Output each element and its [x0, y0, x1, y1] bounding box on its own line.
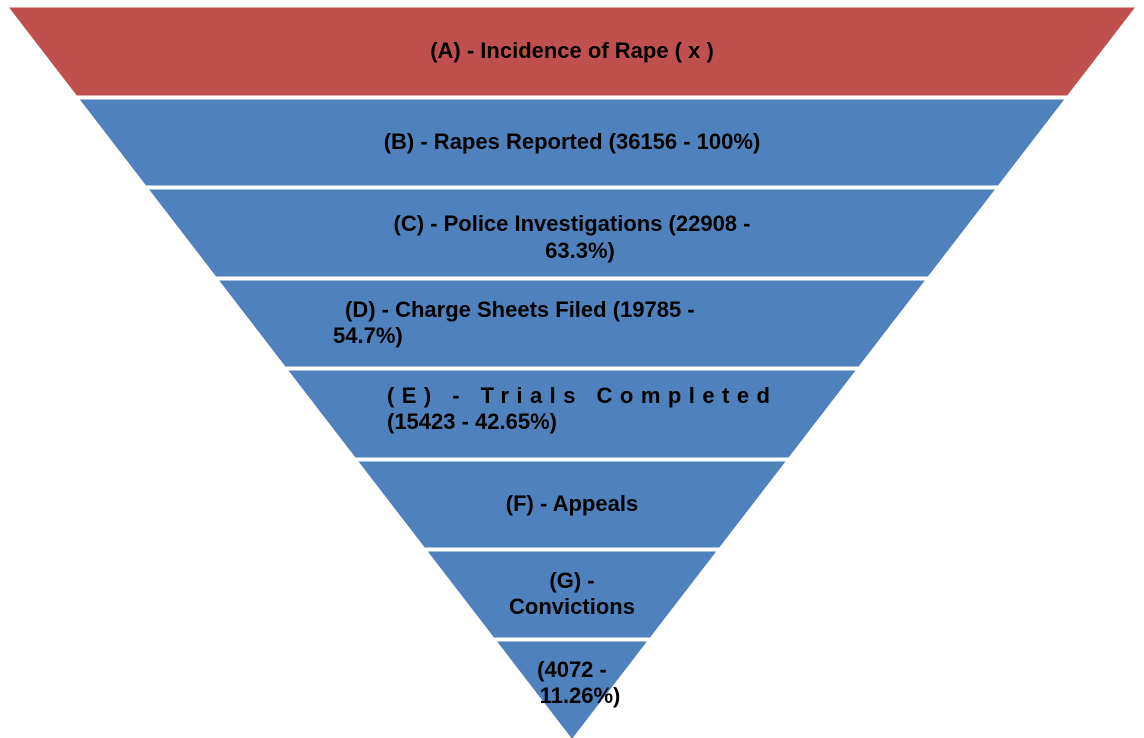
layer-label: (B) - Rapes Reported (36156 - 100%)	[384, 129, 761, 154]
layer-label: (G) -	[549, 568, 594, 593]
layer-label: 11.26%)	[540, 683, 621, 708]
layer-label: (4072 -	[537, 657, 607, 682]
layer-label: 63.3%)	[545, 238, 615, 263]
funnel-layer	[358, 461, 786, 548]
funnel-layer	[219, 280, 925, 367]
funnel-layer	[427, 551, 717, 638]
funnel-layer	[8, 7, 1136, 96]
layer-label: (15423 - 42.65%)	[387, 409, 557, 434]
layer-label: (F) - Appeals	[506, 491, 638, 516]
layer-label: (C) - Police Investigations (22908 -	[394, 211, 751, 236]
layer-label: 54.7%)	[333, 323, 403, 348]
funnel-layer	[288, 370, 856, 458]
layer-label: Convictions	[509, 594, 635, 619]
funnel-layer	[497, 641, 647, 738]
funnel-layer	[149, 189, 995, 277]
funnel-layer	[79, 99, 1065, 186]
layer-label: (D) - Charge Sheets Filed (19785 -	[345, 297, 695, 322]
layer-label: (A) - Incidence of Rape ( x )	[430, 38, 714, 63]
